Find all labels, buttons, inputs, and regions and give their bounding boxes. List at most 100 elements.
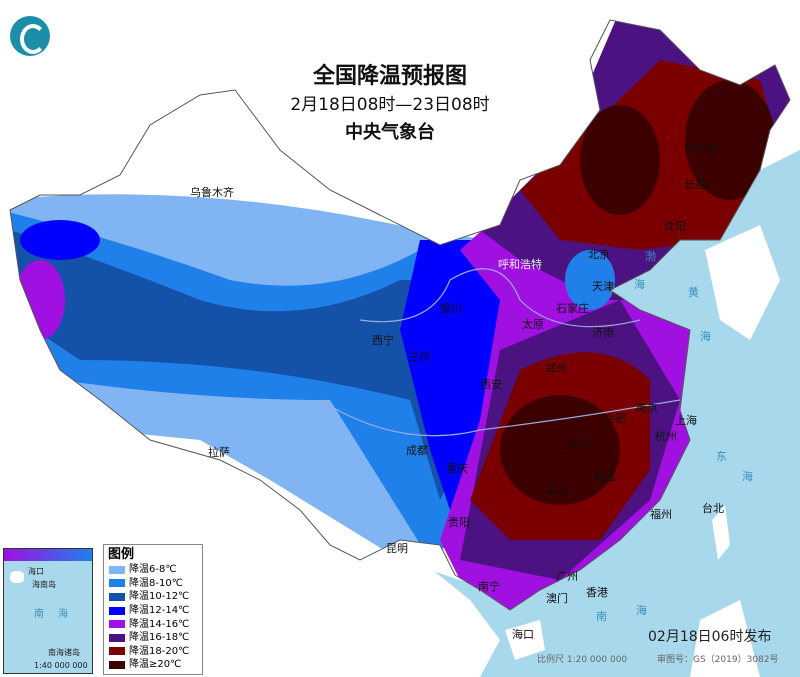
sea-label: 黄 (688, 286, 699, 299)
forecast-period: 2月18日08时—23日08时 (290, 95, 490, 115)
city-label: 澳门 (546, 592, 568, 605)
area-over-20-s (500, 395, 620, 505)
city-label: 乌鲁木齐 (190, 186, 234, 199)
legend-label: 降温14-16℃ (129, 618, 190, 630)
taiwan-island (712, 505, 730, 560)
legend-swatch (109, 647, 125, 656)
map-title: 全国降温预报图 (312, 64, 467, 89)
cma-logo-icon (10, 16, 50, 56)
inset-label: 海 (58, 609, 68, 620)
city-label: 福州 (650, 508, 672, 521)
city-label: 长春 (684, 178, 706, 191)
korean-peninsula (705, 225, 780, 340)
legend-label: 降温18-20℃ (129, 645, 190, 657)
legend-item: 降温8-10℃ (104, 577, 202, 591)
city-label: 香港 (586, 586, 608, 599)
legend-swatch (109, 579, 125, 588)
city-label: 贵阳 (448, 516, 470, 529)
city-label: 哈尔滨 (684, 142, 717, 155)
legend-label: 降温6-8℃ (129, 564, 177, 576)
legend-label: 降温≥20℃ (129, 659, 182, 671)
inset-label: 南 (34, 609, 44, 620)
city-label: 拉萨 (208, 446, 230, 459)
southeast-asia-land (280, 560, 500, 677)
inset-label: 海南岛 (32, 580, 56, 589)
legend-item: 降温18-20℃ (104, 645, 202, 659)
publish-time: 02月18日06时发布 (648, 629, 772, 645)
legend-label: 降温16-18℃ (129, 632, 190, 644)
sea-label: 海 (634, 278, 645, 291)
city-label: 沈阳 (664, 220, 686, 233)
hainan-island (505, 620, 545, 660)
inset-label: 南海诸岛 (48, 648, 80, 657)
philippines-land (690, 600, 760, 677)
map-review-number: 审图号：GS（2019）3082号 (657, 655, 779, 665)
area-14-16-west (15, 260, 65, 340)
china-border (9, 19, 791, 611)
legend-label: 降温12-14℃ (129, 605, 190, 617)
sea-label: 东 (716, 450, 727, 463)
city-label: 郑州 (545, 362, 567, 375)
city-label: 天津 (592, 280, 614, 293)
city-label: 济南 (592, 326, 614, 339)
south-china-sea-inset: 海口 海南岛 南 海 南海诸岛 1:40 000 000 (3, 548, 93, 674)
city-label: 西安 (480, 378, 502, 391)
sea-label: 海 (700, 330, 711, 343)
city-label: 上海 (675, 414, 697, 427)
city-label: 南京 (636, 402, 658, 415)
yangtze-river (319, 399, 681, 437)
sea-label: 海 (742, 470, 753, 483)
area-over-20-ne (685, 80, 775, 200)
city-label: 广州 (556, 570, 578, 583)
inset-scale: 1:40 000 000 (34, 661, 88, 670)
legend: 图例 降温6-8℃ 降温8-10℃ 降温10-12℃ 降温12-14℃ 降温14-16℃… (103, 544, 203, 675)
map-scale: 比例尺 1:20 000 000 (537, 655, 628, 665)
legend-swatch (109, 592, 125, 601)
legend-label: 降温10-12℃ (129, 591, 190, 603)
city-label: 北京 (588, 248, 610, 261)
area-10-12 (10, 230, 480, 500)
inset-hainan (10, 571, 24, 583)
inset-cooling-strip (4, 549, 92, 561)
city-label: 成都 (406, 444, 428, 457)
legend-label: 降温8-10℃ (129, 577, 183, 589)
city-label: 西宁 (372, 334, 394, 347)
city-label: 呼和浩特 (498, 258, 542, 271)
city-label: 昆明 (386, 542, 408, 555)
area-beijing (565, 250, 615, 310)
legend-swatch (109, 633, 125, 642)
legend-title: 图例 (108, 547, 135, 562)
area-over-20-n (580, 105, 660, 215)
legend-swatch (109, 565, 125, 574)
sea-label: 海 (636, 604, 647, 617)
legend-item: 降温≥20℃ (104, 658, 202, 672)
city-label: 太原 (522, 318, 544, 331)
legend-item: 降温10-12℃ (104, 590, 202, 604)
sea-label: 南 (596, 610, 607, 623)
city-label: 武汉 (568, 438, 590, 451)
city-label: 石家庄 (556, 302, 589, 315)
city-label: 南宁 (478, 580, 500, 593)
legend-item: 降温6-8℃ (104, 563, 202, 577)
city-label: 台北 (702, 502, 724, 515)
inset-label: 海口 (28, 567, 44, 576)
legend-swatch (109, 606, 125, 615)
legend-swatch (109, 620, 125, 629)
city-label: 南昌 (594, 470, 616, 483)
legend-item: 降温12-14℃ (104, 604, 202, 618)
sea-label: 渤 (645, 250, 656, 263)
city-label: 合肥 (604, 412, 626, 425)
area-12-14-west (20, 220, 100, 260)
city-label: 兰州 (408, 350, 430, 363)
yellow-river (359, 268, 641, 328)
city-label: 重庆 (446, 462, 468, 475)
issuer: 中央气象台 (345, 122, 435, 143)
legend-swatch (109, 660, 125, 669)
city-label: 杭州 (655, 430, 677, 443)
legend-item: 降温14-16℃ (104, 617, 202, 631)
city-label: 长沙 (548, 484, 570, 497)
legend-item: 降温16-18℃ (104, 631, 202, 645)
city-label: 海口 (512, 628, 534, 641)
city-label: 银川 (440, 302, 462, 315)
